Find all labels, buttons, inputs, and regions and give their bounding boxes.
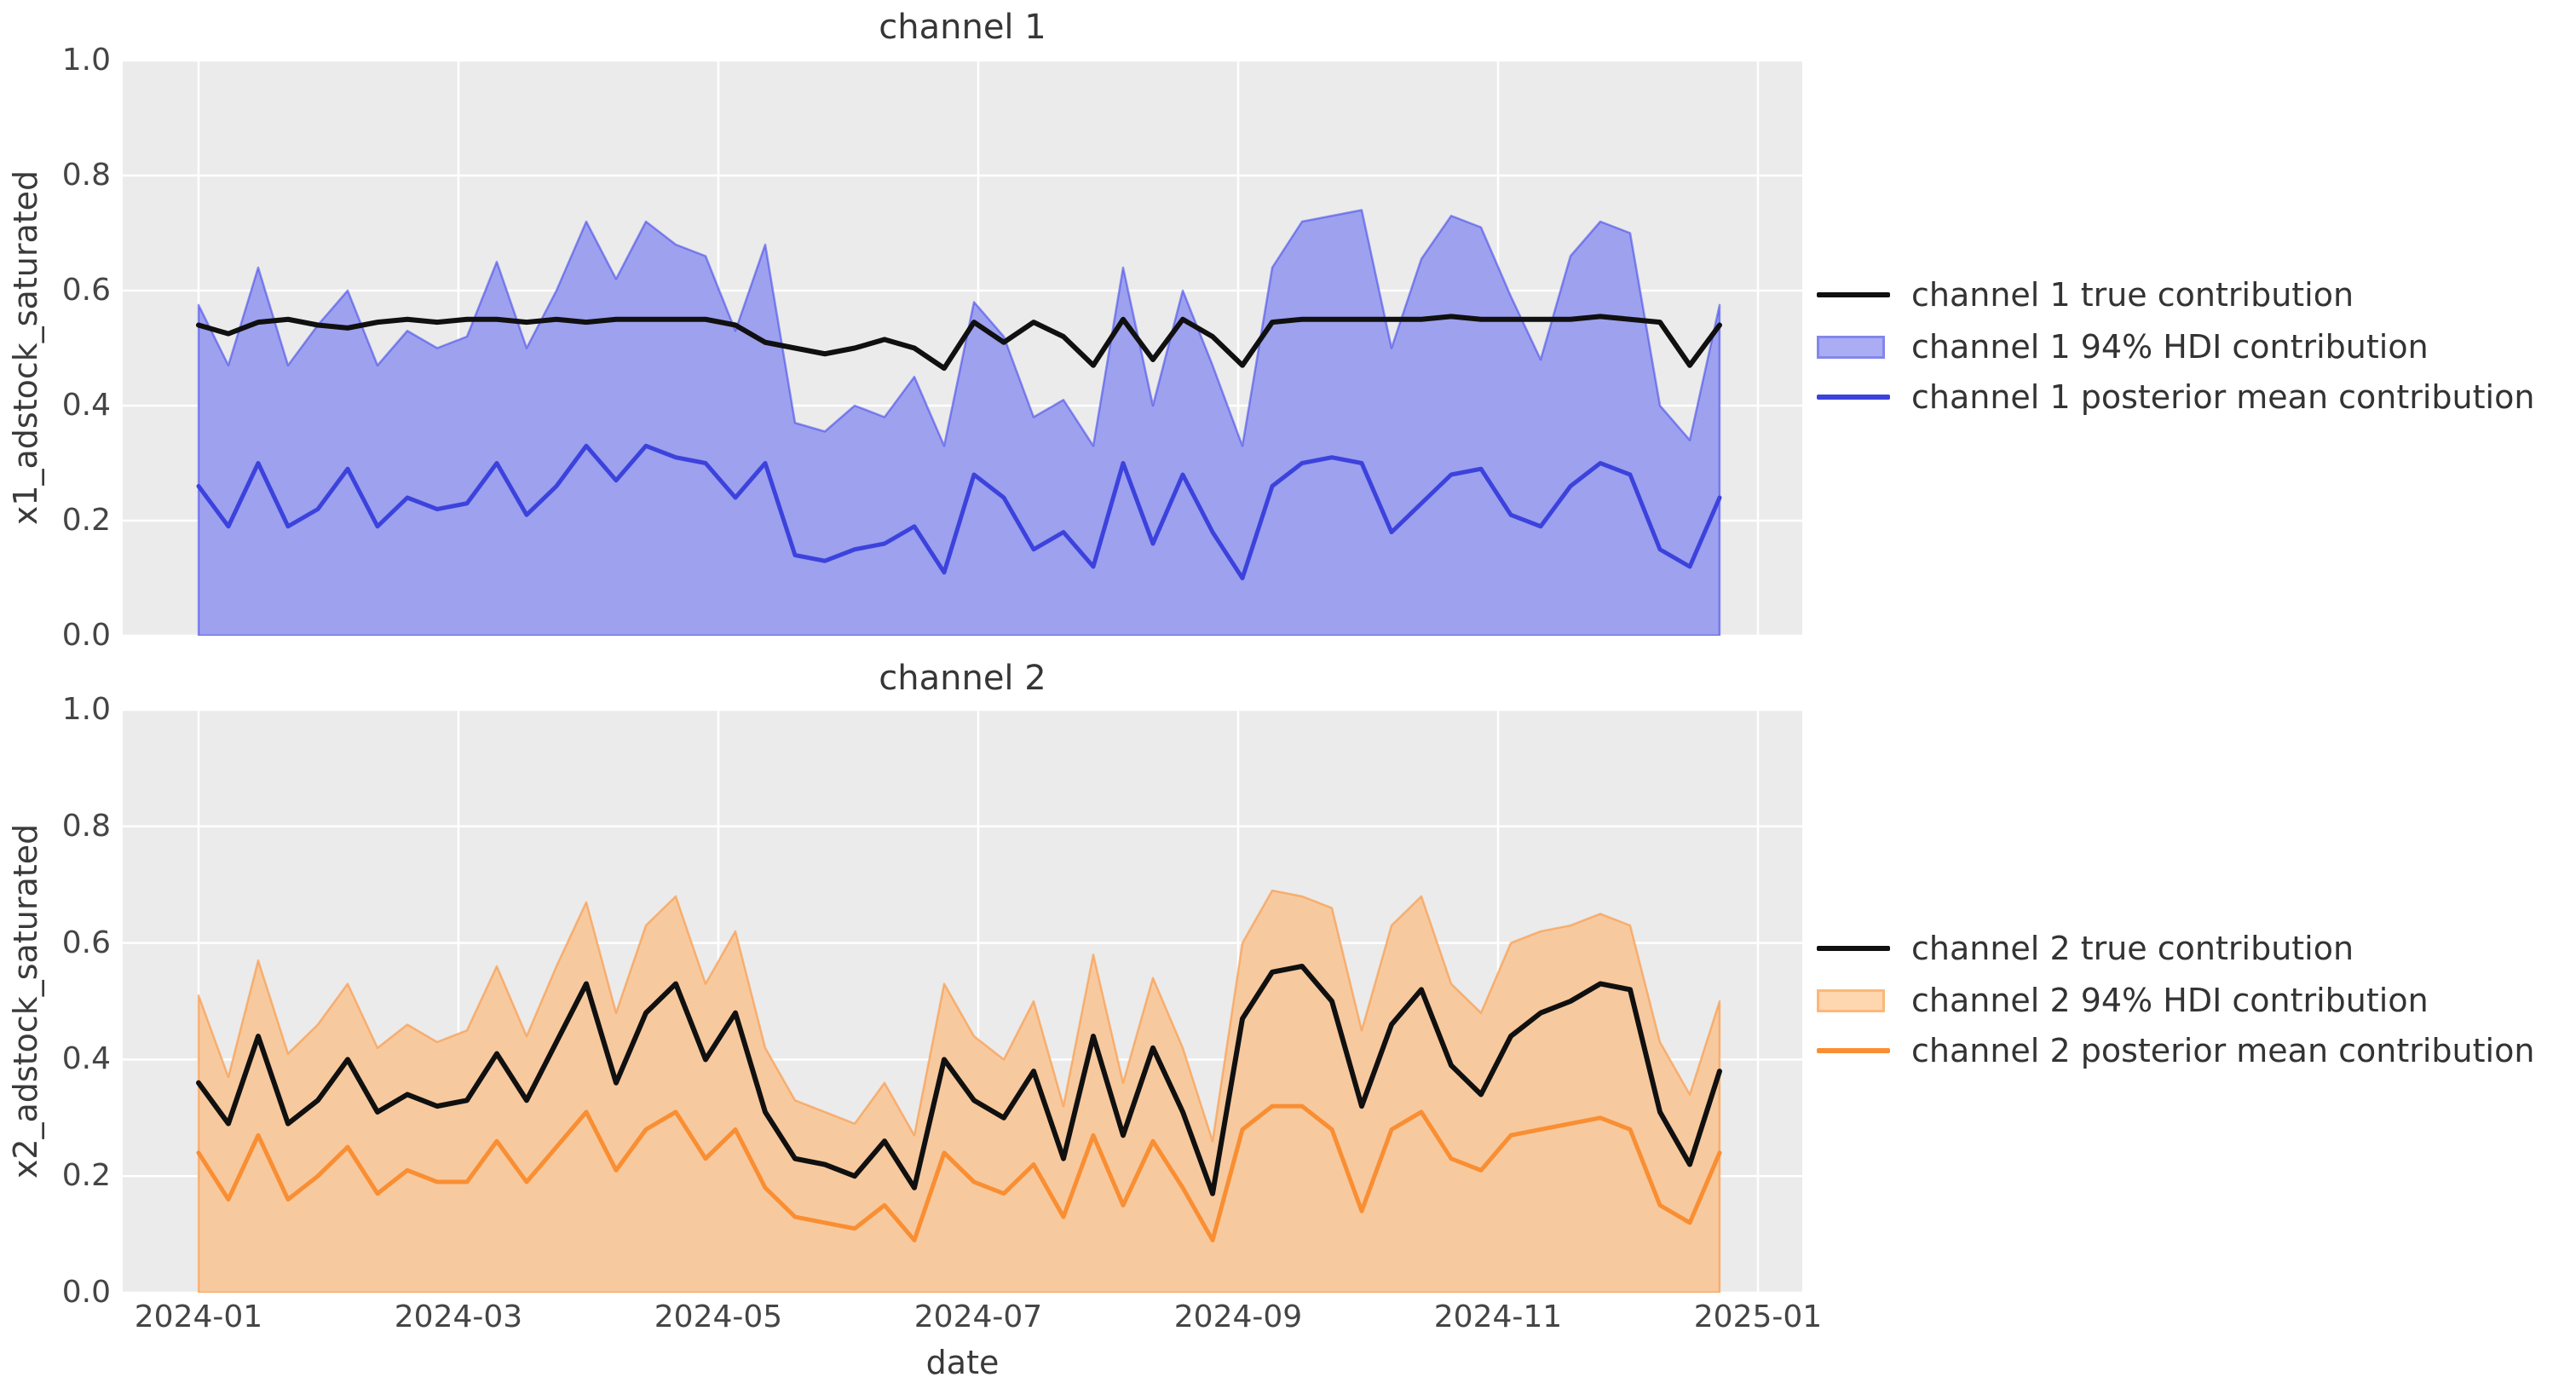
x-tick-label: 2024-03 [394, 1299, 523, 1334]
x-tick-label: 2024-11 [1433, 1299, 1563, 1334]
y-tick-label: 1.0 [61, 692, 111, 727]
legend2-row-hdi: channel 2 94% HDI contribution [1817, 979, 2429, 1022]
x-tick-label: 2024-01 [134, 1299, 263, 1334]
legend1-row-posterior: channel 1 posterior mean contribution [1817, 376, 2534, 418]
legend2-row-true: channel 2 true contribution [1817, 927, 2354, 970]
legend2-posterior-label: channel 2 posterior mean contribution [1911, 1032, 2535, 1069]
legend2-hdi-label: channel 2 94% HDI contribution [1911, 982, 2429, 1019]
blue-band-swatch-icon [1817, 335, 1885, 359]
plot-svg-2 [123, 710, 1802, 1293]
chart1-title: channel 1 [879, 8, 1046, 47]
legend2-row-posterior: channel 2 posterior mean contribution [1817, 1029, 2534, 1072]
legend2-hdi-swatch [1817, 988, 1890, 1012]
legend2-true-label: channel 2 true contribution [1911, 930, 2354, 967]
legend2-true-swatch [1817, 946, 1890, 951]
y-tick-label: 0.6 [61, 925, 111, 960]
y-tick-label: 0.0 [61, 1275, 111, 1310]
legend1-hdi-label: channel 1 94% HDI contribution [1911, 328, 2429, 366]
orange-band-swatch-icon [1817, 988, 1885, 1012]
chart1-plot-area [123, 61, 1802, 636]
chart2-title: channel 2 [879, 659, 1046, 698]
y-tick-label: 1.0 [61, 43, 111, 78]
legend1-posterior-label: channel 1 posterior mean contribution [1911, 378, 2535, 416]
y-tick-label: 0.4 [61, 388, 111, 423]
x-tick-label: 2025-01 [1693, 1299, 1823, 1334]
legend1-row-true: channel 1 true contribution [1817, 274, 2354, 316]
legend1-true-label: channel 1 true contribution [1911, 276, 2354, 314]
plot-svg-1 [123, 61, 1802, 636]
x-axis-label: date [925, 1344, 1000, 1381]
x-tick-label: 2024-07 [913, 1299, 1043, 1334]
blue-line-swatch-icon [1817, 395, 1890, 400]
legend2-posterior-swatch [1817, 1048, 1890, 1053]
orange-line-swatch-icon [1817, 1048, 1890, 1053]
chart2-plot-area [123, 710, 1802, 1293]
black-line-swatch-icon [1817, 946, 1890, 951]
y-tick-label: 0.4 [61, 1041, 111, 1077]
y-tick-label: 0.8 [61, 158, 111, 193]
legend1-hdi-swatch [1817, 335, 1890, 359]
y-tick-label: 0.6 [61, 273, 111, 308]
black-line-swatch-icon [1817, 292, 1890, 297]
y-tick-label: 0.0 [61, 618, 111, 653]
x-tick-label: 2024-05 [654, 1299, 783, 1334]
x-tick-label: 2024-09 [1173, 1299, 1303, 1334]
legend1-posterior-swatch [1817, 395, 1890, 400]
chart1-y-axis-label: x1_adstock_saturated [7, 170, 44, 526]
legend1-true-swatch [1817, 292, 1890, 297]
legend1-row-hdi: channel 1 94% HDI contribution [1817, 326, 2429, 368]
y-tick-label: 0.2 [61, 1158, 111, 1194]
chart2-y-axis-label: x2_adstock_saturated [7, 823, 44, 1179]
y-tick-label: 0.8 [61, 808, 111, 844]
y-tick-label: 0.2 [61, 503, 111, 538]
